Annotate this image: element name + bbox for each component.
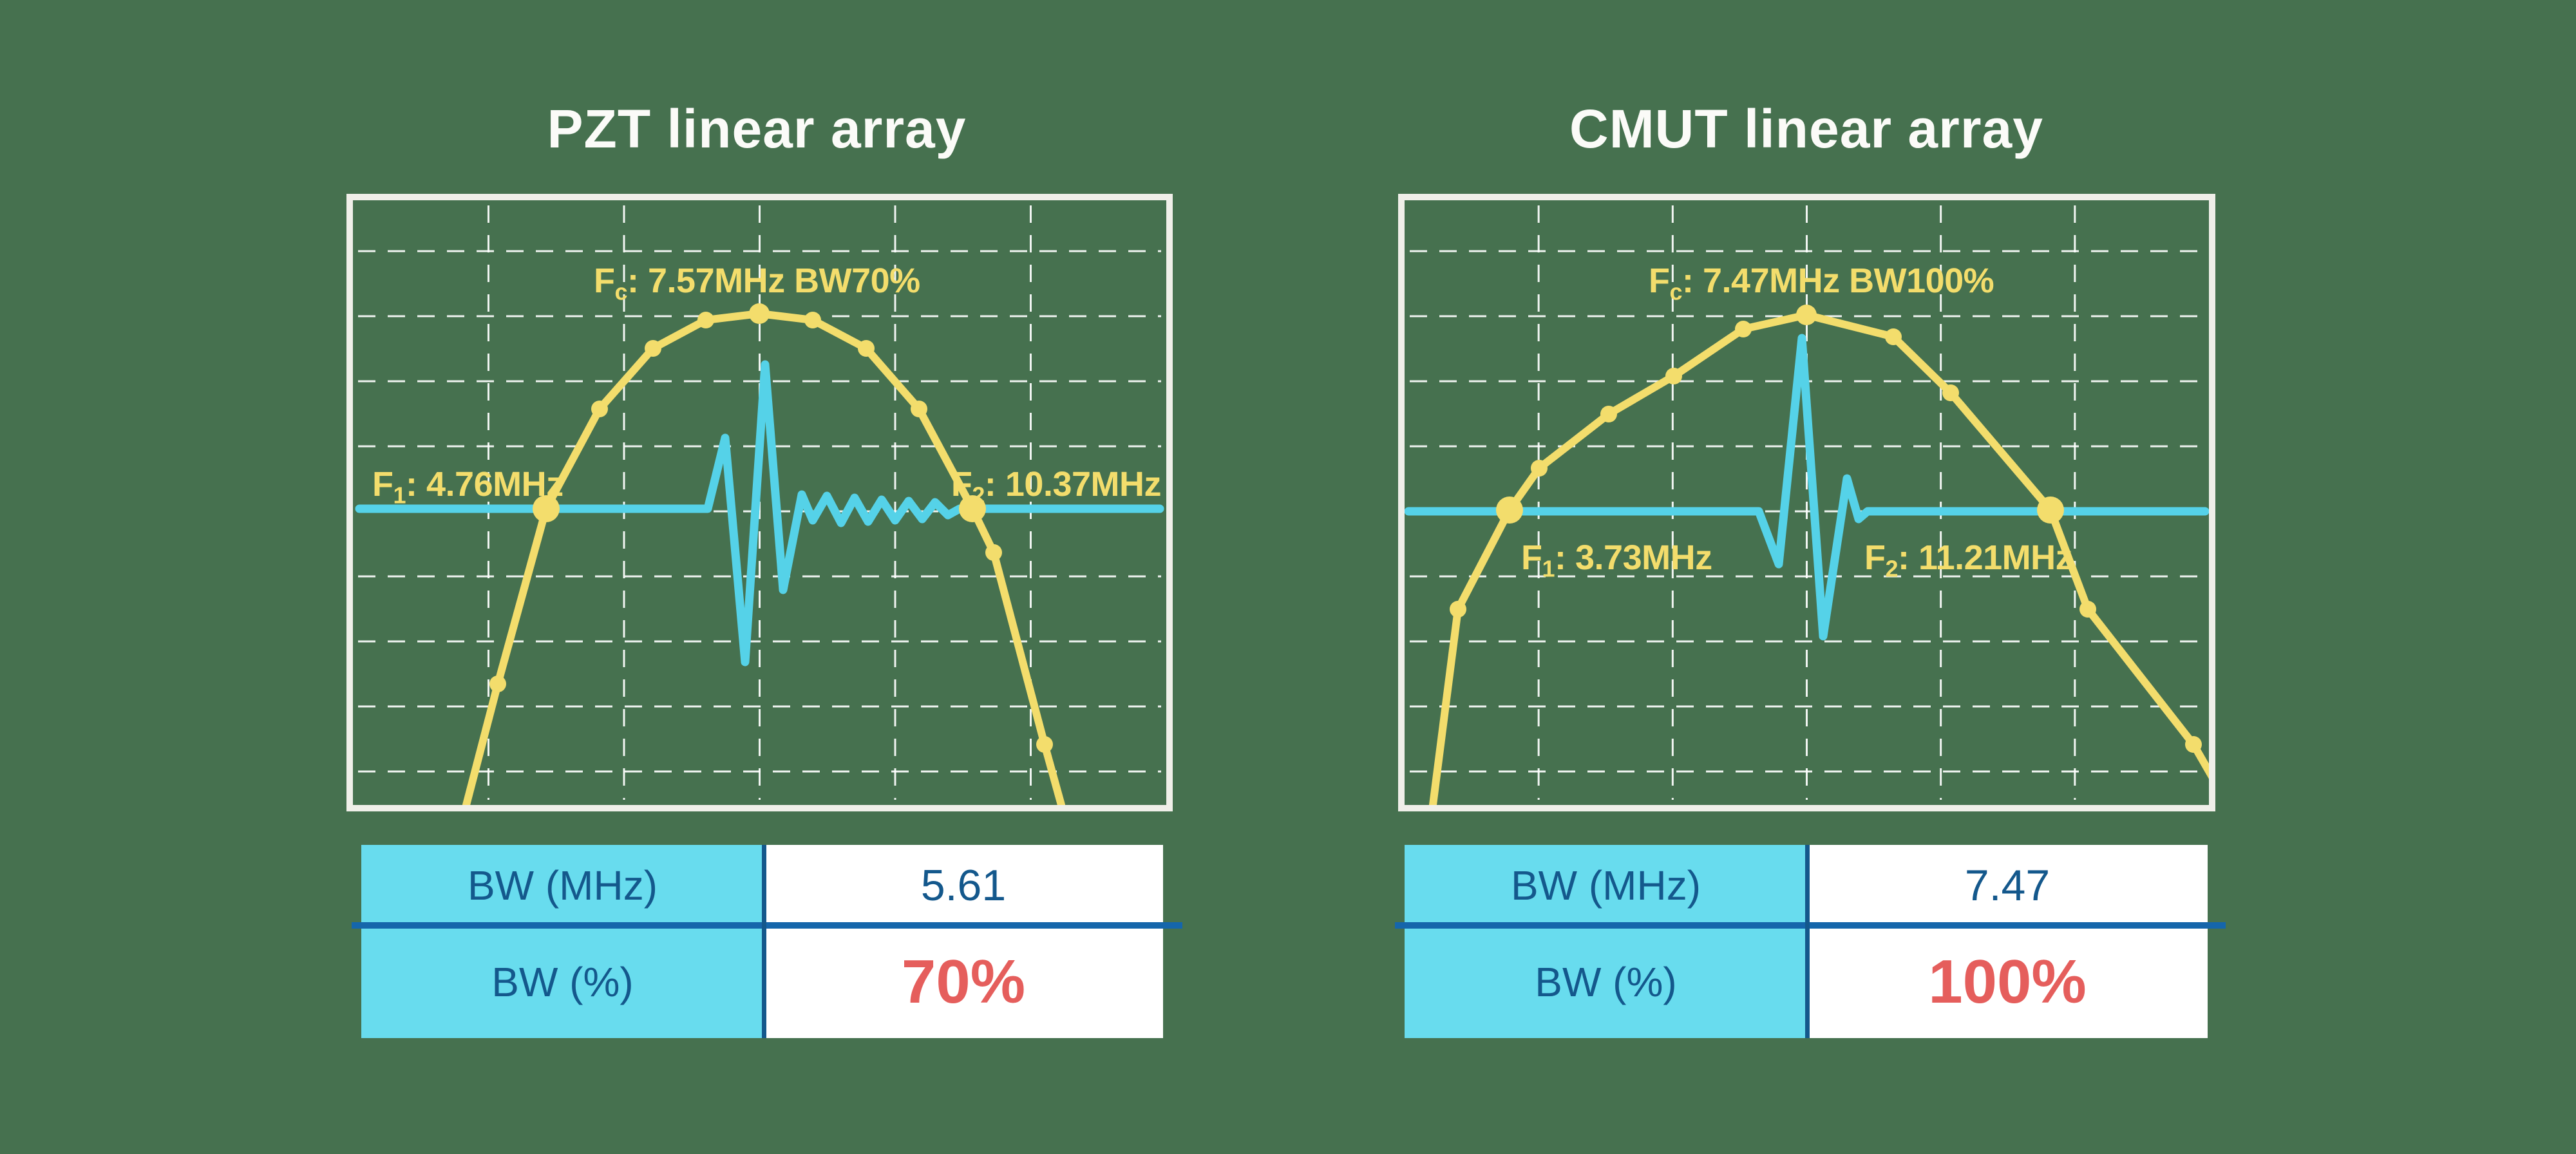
table-row-label: BW (%): [1405, 925, 1807, 1038]
fc-symbol: F: [1649, 261, 1670, 300]
table-row-divider: [1395, 922, 2226, 929]
pzt-bandwidth-table: BW (MHz) 5.61 BW (%) 70%: [361, 845, 1163, 1038]
f2-value: : 10.37MHz: [984, 465, 1162, 504]
f2-subscript: 2: [1885, 555, 1899, 582]
f1-value: : 3.73MHz: [1555, 538, 1712, 577]
fc-value: : 7.47MHz BW100%: [1682, 261, 1994, 300]
table-row-value: 5.61: [764, 845, 1163, 925]
pzt-lower-frequency-label: F1: 4.76MHz: [372, 466, 564, 507]
pzt-center-frequency-label: Fc: 7.57MHz BW70%: [594, 263, 920, 304]
f2-symbol: F: [951, 465, 972, 504]
table-row-label: BW (MHz): [1405, 845, 1807, 925]
pzt-panel-title: PZT linear array: [547, 99, 967, 159]
table-row-value-percent: 100%: [1807, 925, 2208, 1038]
f1-symbol: F: [372, 465, 393, 504]
cmut-bandwidth-table: BW (MHz) 7.47 BW (%) 100%: [1405, 845, 2208, 1038]
f1-subscript: 1: [1542, 555, 1555, 582]
table-column-separator: [1805, 845, 1810, 1038]
f2-subscript: 2: [972, 482, 985, 509]
table-row-label: BW (MHz): [361, 845, 764, 925]
table-row-label: BW (%): [361, 925, 764, 1038]
f1-subscript: 1: [393, 482, 406, 509]
pzt-chart-canvas: [355, 205, 1164, 805]
fc-subscript: c: [1669, 278, 1683, 305]
fc-subscript: c: [614, 278, 628, 305]
table-column-separator: [762, 845, 766, 1038]
cmut-center-frequency-label: Fc: 7.47MHz BW100%: [1649, 263, 1994, 304]
cmut-chart-canvas: [1405, 205, 2209, 805]
cmut-lower-frequency-label: F1: 3.73MHz: [1521, 540, 1712, 581]
pzt-upper-frequency-label: F2: 10.37MHz: [951, 465, 1162, 509]
fc-value: : 7.57MHz BW70%: [627, 261, 920, 300]
cmut-upper-frequency-label: F2: 11.21MHz: [1864, 538, 2073, 582]
table-row-value-percent: 70%: [764, 925, 1163, 1038]
f1-symbol: F: [1521, 538, 1542, 577]
f2-value: : 11.21MHz: [1898, 538, 2073, 577]
cmut-chart: [1398, 194, 2215, 811]
table-row-divider: [352, 922, 1182, 929]
fc-symbol: F: [594, 261, 615, 300]
f1-value: : 4.76MHz: [406, 465, 564, 504]
table-row-value: 7.47: [1807, 845, 2208, 925]
pzt-chart: [346, 194, 1173, 811]
cmut-panel-title: CMUT linear array: [1569, 99, 2043, 159]
f2-symbol: F: [1864, 538, 1886, 577]
